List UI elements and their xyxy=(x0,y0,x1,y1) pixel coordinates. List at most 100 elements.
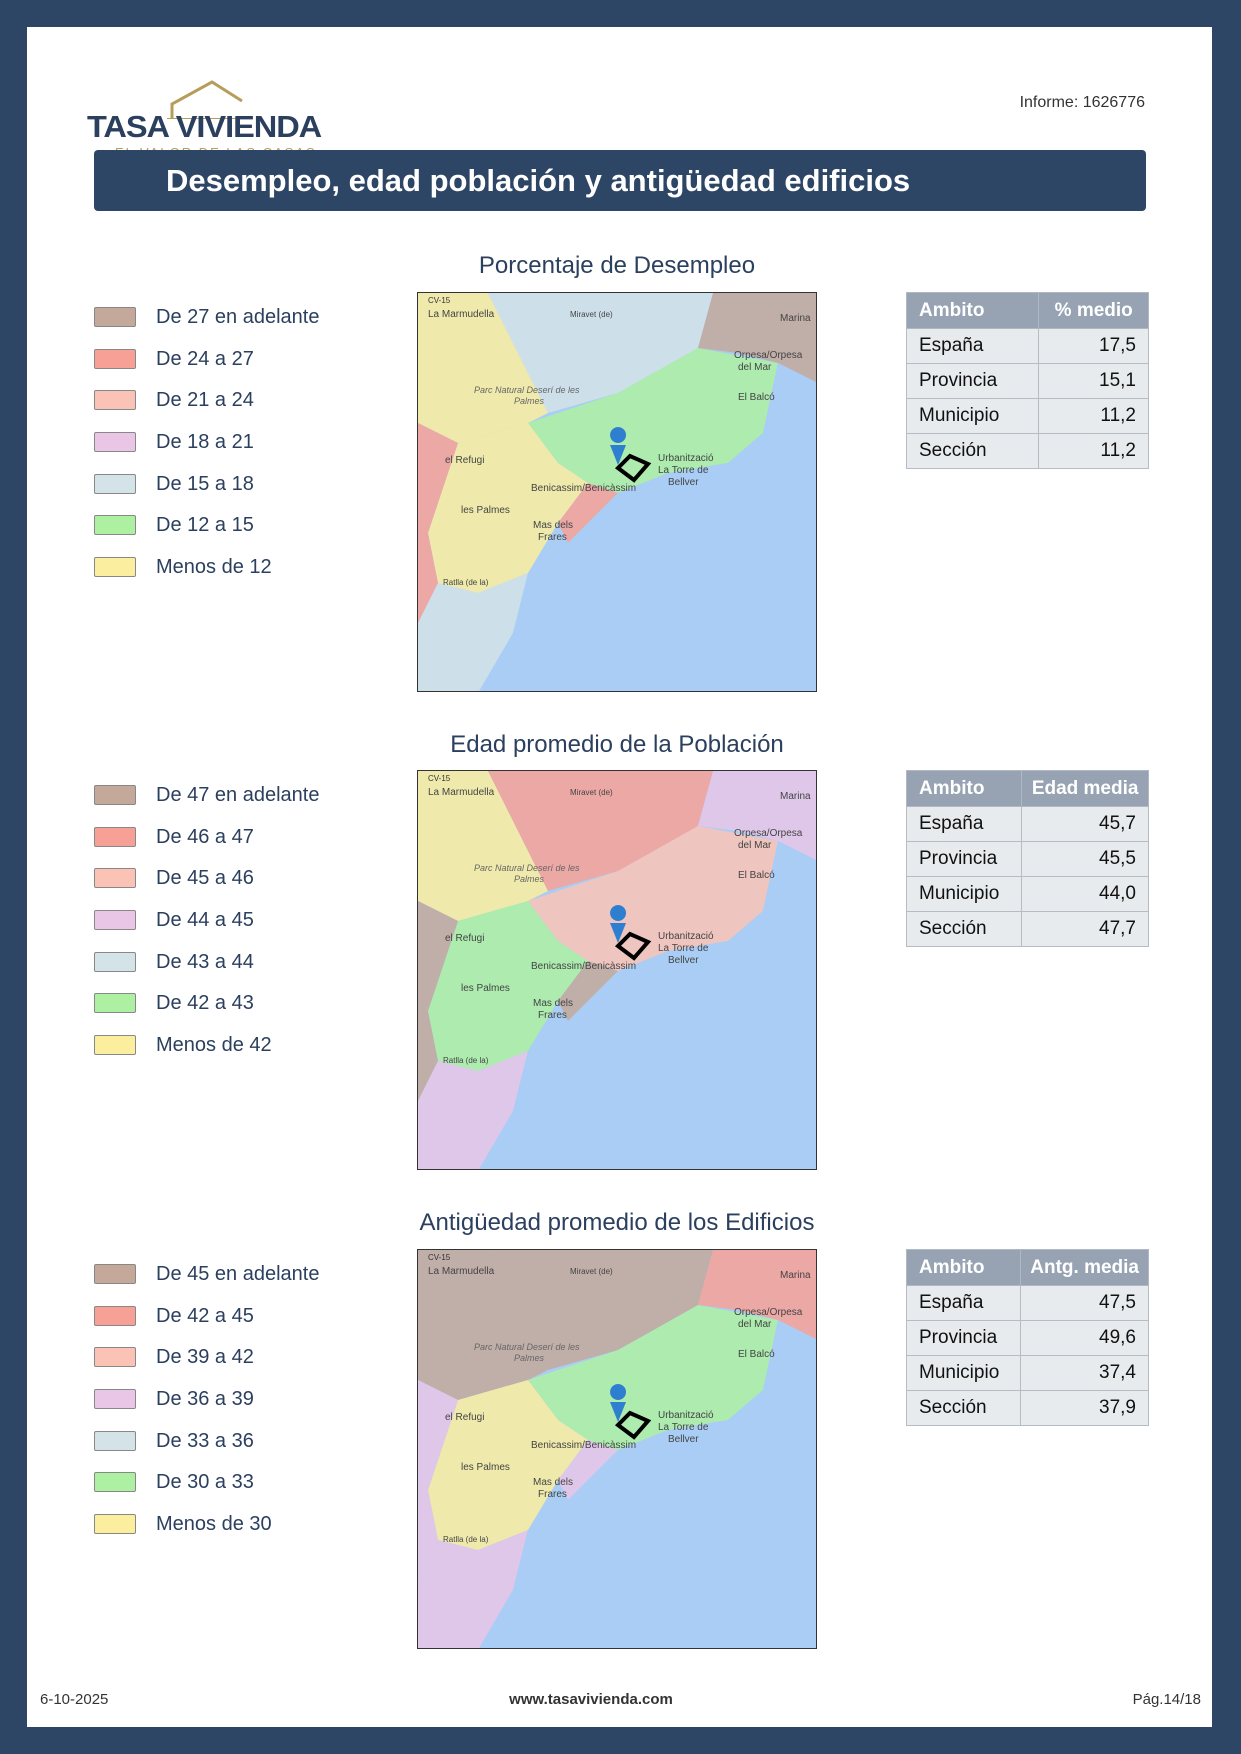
svg-text:Frares: Frares xyxy=(538,1010,567,1021)
legend-swatch xyxy=(94,1389,136,1410)
map-region xyxy=(418,293,548,443)
map-region xyxy=(428,901,588,1071)
map-region xyxy=(418,1380,458,1580)
svg-text:Palmes: Palmes xyxy=(514,396,545,406)
page-title: Desempleo, edad población y antigüedad e… xyxy=(94,150,1146,211)
choropleth-map[interactable]: CV-15 La Marmudella Miravet (de) Marina … xyxy=(417,770,817,1170)
svg-text:Mas dels: Mas dels xyxy=(533,1477,573,1488)
svg-text:CV-15: CV-15 xyxy=(428,1253,451,1262)
svg-text:Miravet (de): Miravet (de) xyxy=(570,310,613,319)
table-row: Municipio 44,0 xyxy=(905,876,1149,912)
legend-swatch xyxy=(94,473,136,494)
parcel-outline xyxy=(614,931,652,961)
map-label-benicassim: Benicassim/Benicàssim xyxy=(531,1440,636,1451)
choropleth-map[interactable]: CV-15 La Marmudella Miravet (de) Marina … xyxy=(417,292,817,692)
section-title: Antigüedad promedio de los Edificios xyxy=(419,1209,815,1236)
brand-name: TASA VIVIENDA xyxy=(87,109,322,144)
report-id: Informe: 1626776 xyxy=(1019,94,1145,111)
svg-text:el Refugi: el Refugi xyxy=(445,1412,484,1423)
choropleth-map[interactable]: CV-15 La Marmudella Miravet (de) Marina … xyxy=(417,1249,817,1649)
ambito-cell: Municipio xyxy=(905,398,1040,434)
table-row: Provincia 49,6 xyxy=(905,1320,1149,1356)
column-header: Ambito xyxy=(905,292,1040,329)
svg-text:Mas dels: Mas dels xyxy=(533,998,573,1009)
value-cell: 11,2 xyxy=(1038,398,1149,434)
map-region xyxy=(528,1305,778,1450)
svg-text:La Marmudella: La Marmudella xyxy=(428,787,495,798)
footer-url[interactable]: www.tasavivienda.com xyxy=(509,1691,673,1708)
legend-label: De 46 a 47 xyxy=(156,825,254,848)
sea xyxy=(479,841,816,1169)
ambito-cell: Municipio xyxy=(905,1355,1022,1391)
table-row: Provincia 45,5 xyxy=(905,841,1149,877)
legend-label: De 43 a 44 xyxy=(156,950,254,973)
ambito-cell: Sección xyxy=(905,1390,1022,1426)
svg-text:Palmes: Palmes xyxy=(514,1353,545,1363)
legend-label: De 42 a 45 xyxy=(156,1304,254,1327)
value-cell: 49,6 xyxy=(1020,1320,1149,1356)
svg-text:les Palmes: les Palmes xyxy=(461,1462,510,1473)
map-region xyxy=(418,901,458,1101)
table-row: Municipio 37,4 xyxy=(905,1355,1149,1391)
value-cell: 45,5 xyxy=(1021,841,1149,877)
location-pin-icon[interactable] xyxy=(610,1384,627,1422)
legend-swatch xyxy=(94,993,136,1014)
column-header: Ambito xyxy=(905,1249,1022,1286)
stats-table: Ambito Edad media España 45,7 Provincia 45,5 M… xyxy=(905,770,1149,947)
column-header: % medio xyxy=(1038,292,1149,329)
legend-label: De 39 a 42 xyxy=(156,1346,254,1369)
svg-text:Frares: Frares xyxy=(538,532,567,543)
table-row: Sección 47,7 xyxy=(905,911,1149,947)
svg-text:Marina: Marina xyxy=(780,1270,811,1281)
value-cell: 37,4 xyxy=(1020,1355,1149,1391)
map-region xyxy=(558,961,618,1021)
svg-text:Urbanització: Urbanització xyxy=(658,453,714,464)
footer-page: Pág.14/18 xyxy=(1132,1691,1201,1708)
svg-text:CV-15: CV-15 xyxy=(428,296,451,305)
map-region xyxy=(698,293,816,382)
table-row: España 47,5 xyxy=(905,1285,1149,1321)
legend-label: De 36 a 39 xyxy=(156,1388,254,1411)
svg-text:Bellver: Bellver xyxy=(668,1434,699,1445)
value-cell: 47,5 xyxy=(1020,1285,1149,1321)
location-pin-icon[interactable] xyxy=(610,427,627,465)
svg-text:Mas dels: Mas dels xyxy=(533,520,573,531)
ambito-cell: Sección xyxy=(905,433,1040,469)
stats-table: Ambito% medio España 17,5 Provincia 15,1 Muni… xyxy=(905,292,1149,469)
map-region xyxy=(418,1530,528,1648)
svg-text:La Marmudella: La Marmudella xyxy=(428,309,495,320)
svg-text:Marina: Marina xyxy=(780,313,811,324)
map-region xyxy=(488,1250,713,1370)
legend-swatch xyxy=(94,1305,136,1326)
table-row: Municipio 11,2 xyxy=(905,398,1149,434)
section-title: Porcentaje de Desempleo xyxy=(478,252,756,279)
svg-text:Ratlla (de la): Ratlla (de la) xyxy=(443,1056,489,1065)
stats-table: Ambito Antg. media España 47,5 Provincia 49,6… xyxy=(905,1249,1149,1426)
svg-text:Bellver: Bellver xyxy=(668,955,699,966)
location-pin-icon[interactable] xyxy=(610,905,627,943)
svg-text:CV-15: CV-15 xyxy=(428,774,451,783)
value-cell: 47,7 xyxy=(1021,911,1149,947)
value-cell: 15,1 xyxy=(1038,363,1149,399)
svg-text:Urbanització: Urbanització xyxy=(658,1410,714,1421)
map-region xyxy=(418,771,548,921)
ambito-cell: España xyxy=(905,806,1023,842)
legend-swatch xyxy=(94,951,136,972)
svg-text:La Marmudella: La Marmudella xyxy=(428,1266,495,1277)
table-row: Sección 37,9 xyxy=(905,1390,1149,1426)
legend-label: Menos de 12 xyxy=(156,556,272,579)
map-region xyxy=(558,483,618,543)
value-cell: 11,2 xyxy=(1038,433,1149,469)
svg-text:el Refugi: el Refugi xyxy=(445,933,484,944)
map-region xyxy=(418,573,528,691)
legend-label: De 21 a 24 xyxy=(156,389,254,412)
svg-text:Marina: Marina xyxy=(780,791,811,802)
legend-swatch xyxy=(94,1264,136,1284)
legend-label: De 27 en adelante xyxy=(156,306,320,328)
table-row: España 17,5 xyxy=(905,328,1149,364)
legend-label: De 18 a 21 xyxy=(156,431,254,454)
svg-text:Bellver: Bellver xyxy=(668,477,699,488)
parcel-outline xyxy=(614,453,652,483)
svg-text:les Palmes: les Palmes xyxy=(461,983,510,994)
legend-label: De 33 a 36 xyxy=(156,1429,254,1452)
